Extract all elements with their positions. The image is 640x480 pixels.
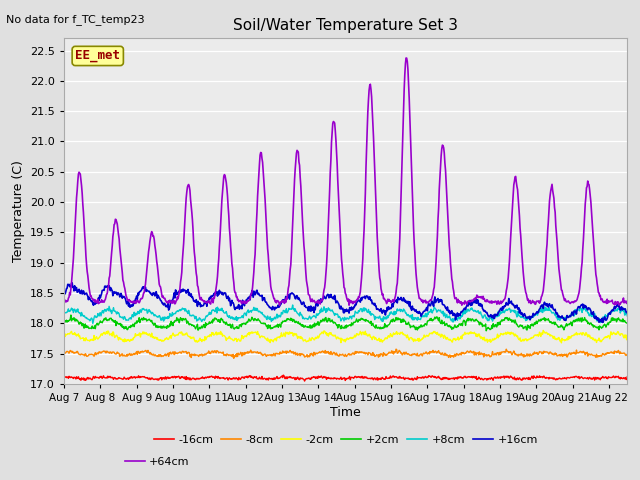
-16cm <box>462 375 470 381</box>
+16cm <box>122 299 130 304</box>
-16cm <box>280 372 287 378</box>
+8cm <box>122 317 130 323</box>
-8cm <box>60 350 68 356</box>
-16cm <box>122 376 129 382</box>
-8cm <box>301 354 309 360</box>
Text: No data for f_TC_temp23: No data for f_TC_temp23 <box>6 14 145 25</box>
+64cm <box>122 289 129 295</box>
+8cm <box>289 302 296 308</box>
+64cm <box>207 301 214 307</box>
-8cm <box>230 355 237 361</box>
-8cm <box>392 346 400 352</box>
Line: +2cm: +2cm <box>64 315 627 331</box>
+64cm <box>345 302 353 308</box>
-8cm <box>462 350 470 356</box>
Line: -8cm: -8cm <box>64 349 627 358</box>
+8cm <box>623 313 631 319</box>
+16cm <box>547 303 555 309</box>
+64cm <box>623 298 631 304</box>
+64cm <box>486 299 493 304</box>
-8cm <box>122 353 129 359</box>
Line: -2cm: -2cm <box>64 330 627 343</box>
-16cm <box>60 373 68 379</box>
+64cm <box>402 55 410 61</box>
+2cm <box>486 325 493 331</box>
-2cm <box>461 329 468 335</box>
+2cm <box>301 323 309 328</box>
Line: +16cm: +16cm <box>64 283 627 323</box>
-2cm <box>540 327 547 333</box>
+64cm <box>462 300 470 305</box>
Line: +8cm: +8cm <box>64 305 627 324</box>
+16cm <box>60 290 68 296</box>
+16cm <box>68 280 76 286</box>
+16cm <box>207 295 215 301</box>
-16cm <box>302 376 310 382</box>
-8cm <box>623 351 631 357</box>
-2cm <box>301 337 308 343</box>
+8cm <box>60 310 68 316</box>
+64cm <box>60 298 68 304</box>
+16cm <box>461 307 469 312</box>
-2cm <box>207 332 214 337</box>
-16cm <box>623 374 631 380</box>
X-axis label: Time: Time <box>330 406 361 419</box>
+8cm <box>462 307 470 313</box>
Y-axis label: Temperature (C): Temperature (C) <box>12 160 24 262</box>
+2cm <box>461 323 469 328</box>
Line: -16cm: -16cm <box>64 375 627 381</box>
+16cm <box>301 303 309 309</box>
-8cm <box>486 352 493 358</box>
+2cm <box>122 324 130 329</box>
Title: Soil/Water Temperature Set 3: Soil/Water Temperature Set 3 <box>233 18 458 33</box>
-16cm <box>548 375 556 381</box>
+8cm <box>486 316 493 322</box>
-8cm <box>548 351 556 357</box>
+2cm <box>60 321 68 326</box>
-2cm <box>60 332 68 337</box>
-16cm <box>486 375 493 381</box>
+8cm <box>548 309 556 315</box>
+2cm <box>548 319 556 325</box>
+8cm <box>89 321 97 326</box>
-2cm <box>122 338 129 344</box>
-16cm <box>207 374 214 380</box>
+8cm <box>302 315 310 321</box>
Legend: +64cm: +64cm <box>120 453 194 472</box>
Text: EE_met: EE_met <box>76 49 120 62</box>
-8cm <box>207 351 214 357</box>
+64cm <box>301 250 308 255</box>
-2cm <box>557 340 565 346</box>
+16cm <box>623 309 631 315</box>
+2cm <box>207 319 215 325</box>
-2cm <box>484 337 492 343</box>
+2cm <box>67 312 75 318</box>
Line: +64cm: +64cm <box>64 58 627 305</box>
+16cm <box>599 320 607 325</box>
+2cm <box>483 328 490 334</box>
-16cm <box>301 378 308 384</box>
+8cm <box>207 311 215 317</box>
+2cm <box>623 320 631 326</box>
+64cm <box>548 184 556 190</box>
-2cm <box>547 332 555 338</box>
+16cm <box>485 314 493 320</box>
-2cm <box>623 336 631 342</box>
